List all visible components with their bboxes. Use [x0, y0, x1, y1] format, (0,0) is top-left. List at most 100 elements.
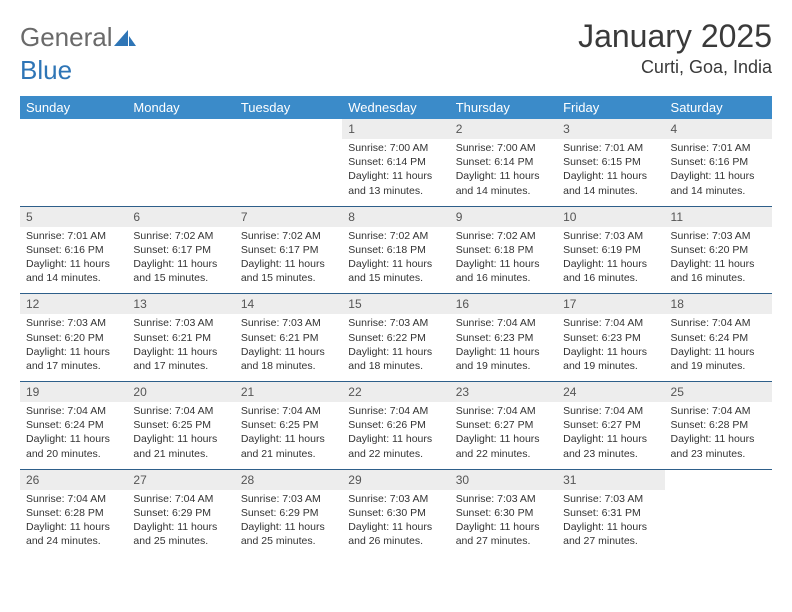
sunrise-text: Sunrise: 7:03 AM — [348, 316, 443, 330]
daylight-text: and 16 minutes. — [671, 271, 766, 285]
sunset-text: Sunset: 6:15 PM — [563, 155, 658, 169]
day-detail: Sunrise: 7:02 AMSunset: 6:17 PMDaylight:… — [127, 227, 234, 294]
month-title: January 2025 — [578, 18, 772, 55]
sunrise-text: Sunrise: 7:03 AM — [133, 316, 228, 330]
sunset-text: Sunset: 6:14 PM — [348, 155, 443, 169]
daylight-text: and 23 minutes. — [563, 447, 658, 461]
daylight-text: and 16 minutes. — [563, 271, 658, 285]
daylight-text: and 25 minutes. — [241, 534, 336, 548]
daylight-text: Daylight: 11 hours — [671, 345, 766, 359]
sunrise-text: Sunrise: 7:02 AM — [456, 229, 551, 243]
calendar-table: Sunday Monday Tuesday Wednesday Thursday… — [20, 96, 772, 556]
daylight-text: and 27 minutes. — [456, 534, 551, 548]
day-number: 9 — [450, 206, 557, 227]
sunset-text: Sunset: 6:29 PM — [133, 506, 228, 520]
day-header-row: Sunday Monday Tuesday Wednesday Thursday… — [20, 96, 772, 119]
sunrise-text: Sunrise: 7:02 AM — [133, 229, 228, 243]
daylight-text: Daylight: 11 hours — [241, 257, 336, 271]
day-number: 12 — [20, 294, 127, 315]
day-detail-row: Sunrise: 7:00 AMSunset: 6:14 PMDaylight:… — [20, 139, 772, 206]
sunset-text: Sunset: 6:26 PM — [348, 418, 443, 432]
sunset-text: Sunset: 6:16 PM — [671, 155, 766, 169]
day-number: 6 — [127, 206, 234, 227]
day-detail: Sunrise: 7:03 AMSunset: 6:29 PMDaylight:… — [235, 490, 342, 557]
daylight-text: Daylight: 11 hours — [456, 520, 551, 534]
day-detail-row: Sunrise: 7:01 AMSunset: 6:16 PMDaylight:… — [20, 227, 772, 294]
sunset-text: Sunset: 6:14 PM — [456, 155, 551, 169]
day-header: Wednesday — [342, 96, 449, 119]
sunset-text: Sunset: 6:23 PM — [456, 331, 551, 345]
day-detail: Sunrise: 7:01 AMSunset: 6:16 PMDaylight:… — [665, 139, 772, 206]
daylight-text: Daylight: 11 hours — [133, 520, 228, 534]
day-number: 15 — [342, 294, 449, 315]
sunset-text: Sunset: 6:25 PM — [241, 418, 336, 432]
location-label: Curti, Goa, India — [578, 57, 772, 78]
sunrise-text: Sunrise: 7:04 AM — [26, 492, 121, 506]
day-detail: Sunrise: 7:01 AMSunset: 6:15 PMDaylight:… — [557, 139, 664, 206]
day-detail: Sunrise: 7:02 AMSunset: 6:18 PMDaylight:… — [450, 227, 557, 294]
day-detail: Sunrise: 7:04 AMSunset: 6:28 PMDaylight:… — [20, 490, 127, 557]
daylight-text: Daylight: 11 hours — [563, 520, 658, 534]
sunrise-text: Sunrise: 7:00 AM — [348, 141, 443, 155]
day-header: Friday — [557, 96, 664, 119]
day-number: 8 — [342, 206, 449, 227]
day-detail: Sunrise: 7:04 AMSunset: 6:24 PMDaylight:… — [665, 314, 772, 381]
day-number: 1 — [342, 119, 449, 139]
day-number: 18 — [665, 294, 772, 315]
day-detail: Sunrise: 7:03 AMSunset: 6:22 PMDaylight:… — [342, 314, 449, 381]
sunrise-text: Sunrise: 7:03 AM — [26, 316, 121, 330]
day-number: 26 — [20, 469, 127, 490]
day-detail: Sunrise: 7:04 AMSunset: 6:26 PMDaylight:… — [342, 402, 449, 469]
daylight-text: and 22 minutes. — [348, 447, 443, 461]
sunrise-text: Sunrise: 7:03 AM — [671, 229, 766, 243]
day-number: 5 — [20, 206, 127, 227]
sunset-text: Sunset: 6:24 PM — [26, 418, 121, 432]
day-number-row: 19202122232425 — [20, 382, 772, 403]
daylight-text: and 26 minutes. — [348, 534, 443, 548]
day-number: 29 — [342, 469, 449, 490]
day-detail: Sunrise: 7:04 AMSunset: 6:25 PMDaylight:… — [235, 402, 342, 469]
sunset-text: Sunset: 6:27 PM — [563, 418, 658, 432]
sunrise-text: Sunrise: 7:03 AM — [456, 492, 551, 506]
daylight-text: and 15 minutes. — [133, 271, 228, 285]
daylight-text: Daylight: 11 hours — [456, 257, 551, 271]
sunset-text: Sunset: 6:20 PM — [26, 331, 121, 345]
daylight-text: and 27 minutes. — [563, 534, 658, 548]
daylight-text: and 20 minutes. — [26, 447, 121, 461]
day-number-row: 1234 — [20, 119, 772, 139]
daylight-text: and 18 minutes. — [348, 359, 443, 373]
sunset-text: Sunset: 6:21 PM — [133, 331, 228, 345]
day-number: 3 — [557, 119, 664, 139]
day-number: 28 — [235, 469, 342, 490]
daylight-text: Daylight: 11 hours — [456, 432, 551, 446]
sunset-text: Sunset: 6:29 PM — [241, 506, 336, 520]
day-number: 2 — [450, 119, 557, 139]
daylight-text: and 17 minutes. — [26, 359, 121, 373]
sunrise-text: Sunrise: 7:04 AM — [241, 404, 336, 418]
sunrise-text: Sunrise: 7:04 AM — [671, 404, 766, 418]
sunset-text: Sunset: 6:27 PM — [456, 418, 551, 432]
day-detail: Sunrise: 7:04 AMSunset: 6:23 PMDaylight:… — [450, 314, 557, 381]
brand-logo: General Blue — [20, 22, 136, 86]
day-number: 25 — [665, 382, 772, 403]
daylight-text: and 14 minutes. — [26, 271, 121, 285]
daylight-text: and 25 minutes. — [133, 534, 228, 548]
day-number: 16 — [450, 294, 557, 315]
daylight-text: Daylight: 11 hours — [241, 345, 336, 359]
daylight-text: and 14 minutes. — [671, 184, 766, 198]
sail-icon — [114, 22, 136, 53]
sunrise-text: Sunrise: 7:04 AM — [348, 404, 443, 418]
day-detail: Sunrise: 7:01 AMSunset: 6:16 PMDaylight:… — [20, 227, 127, 294]
day-detail: Sunrise: 7:00 AMSunset: 6:14 PMDaylight:… — [450, 139, 557, 206]
day-number-row: 567891011 — [20, 206, 772, 227]
sunrise-text: Sunrise: 7:04 AM — [671, 316, 766, 330]
sunrise-text: Sunrise: 7:04 AM — [563, 404, 658, 418]
sunset-text: Sunset: 6:28 PM — [26, 506, 121, 520]
sunset-text: Sunset: 6:19 PM — [563, 243, 658, 257]
daylight-text: and 15 minutes. — [348, 271, 443, 285]
daylight-text: Daylight: 11 hours — [133, 257, 228, 271]
daylight-text: Daylight: 11 hours — [133, 345, 228, 359]
daylight-text: Daylight: 11 hours — [348, 257, 443, 271]
day-number: 4 — [665, 119, 772, 139]
daylight-text: Daylight: 11 hours — [348, 169, 443, 183]
